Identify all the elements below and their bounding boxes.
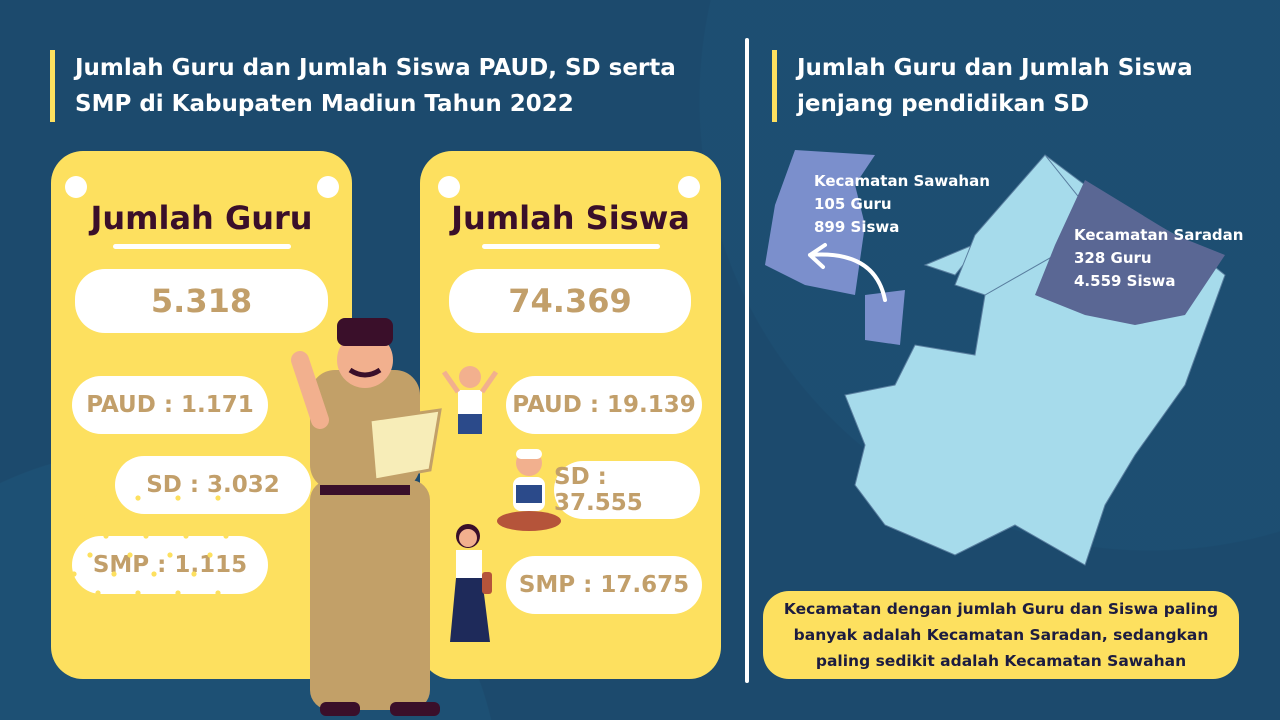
title-line: Jumlah Guru dan Jumlah Siswa [797, 55, 1193, 81]
dot [191, 571, 197, 577]
right-title: Jumlah Guru dan Jumlah Siswa jenjang pen… [772, 50, 1252, 122]
siswa-smp: SMP : 17.675 [506, 556, 702, 614]
student-girl-illustration [450, 524, 492, 642]
guru-total: 5.318 [75, 269, 328, 333]
dot [215, 495, 221, 501]
summary-note: Kecamatan dengan jumlah Guru dan Siswa p… [763, 591, 1239, 679]
divider [745, 38, 749, 683]
dot [167, 552, 173, 558]
card-hole [65, 176, 87, 198]
arrow-icon [808, 243, 887, 302]
guru-count: 105 Guru [814, 195, 892, 213]
dot [183, 533, 189, 539]
dot [151, 666, 157, 672]
dot [175, 495, 181, 501]
dot [111, 666, 117, 672]
dot [79, 514, 85, 520]
dot [143, 533, 149, 539]
district-name: Kecamatan Sawahan [814, 172, 990, 190]
dot [95, 495, 101, 501]
label-sawahan: Kecamatan Sawahan 105 Guru 899 Siswa [814, 170, 990, 239]
card-hole [438, 176, 460, 198]
card-hole [678, 176, 700, 198]
label-saradan: Kecamatan Saradan 328 Guru 4.559 Siswa [1074, 224, 1243, 293]
title-line: jenjang pendidikan SD [797, 91, 1090, 117]
siswa-count: 4.559 Siswa [1074, 272, 1176, 290]
dot [151, 571, 157, 577]
decorative-dots [55, 495, 245, 672]
student-reading-illustration [497, 449, 561, 531]
map-region-sawahan-small [865, 290, 905, 345]
guru-paud: PAUD : 1.171 [72, 376, 268, 434]
dot [119, 514, 125, 520]
dot [103, 628, 109, 634]
title-line: SMP di Kabupaten Madiun Tahun 2022 [75, 91, 574, 117]
guru-sd: SD : 3.032 [115, 456, 311, 514]
heading-underline [482, 244, 660, 249]
dot [95, 590, 101, 596]
dot [143, 628, 149, 634]
dot [87, 647, 93, 653]
dot [167, 647, 173, 653]
dot [159, 514, 165, 520]
dot [71, 571, 77, 577]
siswa-paud: PAUD : 19.139 [506, 376, 702, 434]
dot [239, 514, 245, 520]
madiun-map [765, 150, 1226, 566]
guru-card: Jumlah Guru 5.318 PAUD : 1.171 SD : 3.03… [51, 151, 352, 679]
dot [135, 495, 141, 501]
siswa-total: 74.369 [449, 269, 691, 333]
siswa-sd: SD : 37.555 [554, 461, 700, 519]
dot [135, 590, 141, 596]
card-hole [317, 176, 339, 198]
dot [159, 609, 165, 615]
guru-smp: SMP : 1.115 [72, 536, 268, 594]
left-title: Jumlah Guru dan Jumlah Siswa PAUD, SD se… [50, 50, 730, 122]
teacher-illustration [291, 318, 442, 716]
dot [215, 590, 221, 596]
dot [103, 533, 109, 539]
dot [127, 647, 133, 653]
title-line: Jumlah Guru dan Jumlah Siswa PAUD, SD se… [75, 55, 676, 81]
guru-heading: Jumlah Guru [90, 199, 313, 237]
dot [55, 495, 61, 501]
heading-underline [113, 244, 291, 249]
dot [223, 533, 229, 539]
map-region-saradan [1035, 180, 1225, 325]
dot [87, 552, 93, 558]
dot [199, 609, 205, 615]
dot [199, 514, 205, 520]
dot [63, 533, 69, 539]
dot [207, 552, 213, 558]
dot [79, 609, 85, 615]
dot [119, 609, 125, 615]
district-name: Kecamatan Saradan [1074, 226, 1244, 244]
student-boy-illustration [441, 366, 499, 434]
siswa-heading: Jumlah Siswa [451, 199, 690, 237]
dot [111, 571, 117, 577]
dot [183, 628, 189, 634]
dot [191, 666, 197, 672]
guru-count: 328 Guru [1074, 249, 1152, 267]
dot [175, 590, 181, 596]
dot [127, 552, 133, 558]
siswa-count: 899 Siswa [814, 218, 900, 236]
